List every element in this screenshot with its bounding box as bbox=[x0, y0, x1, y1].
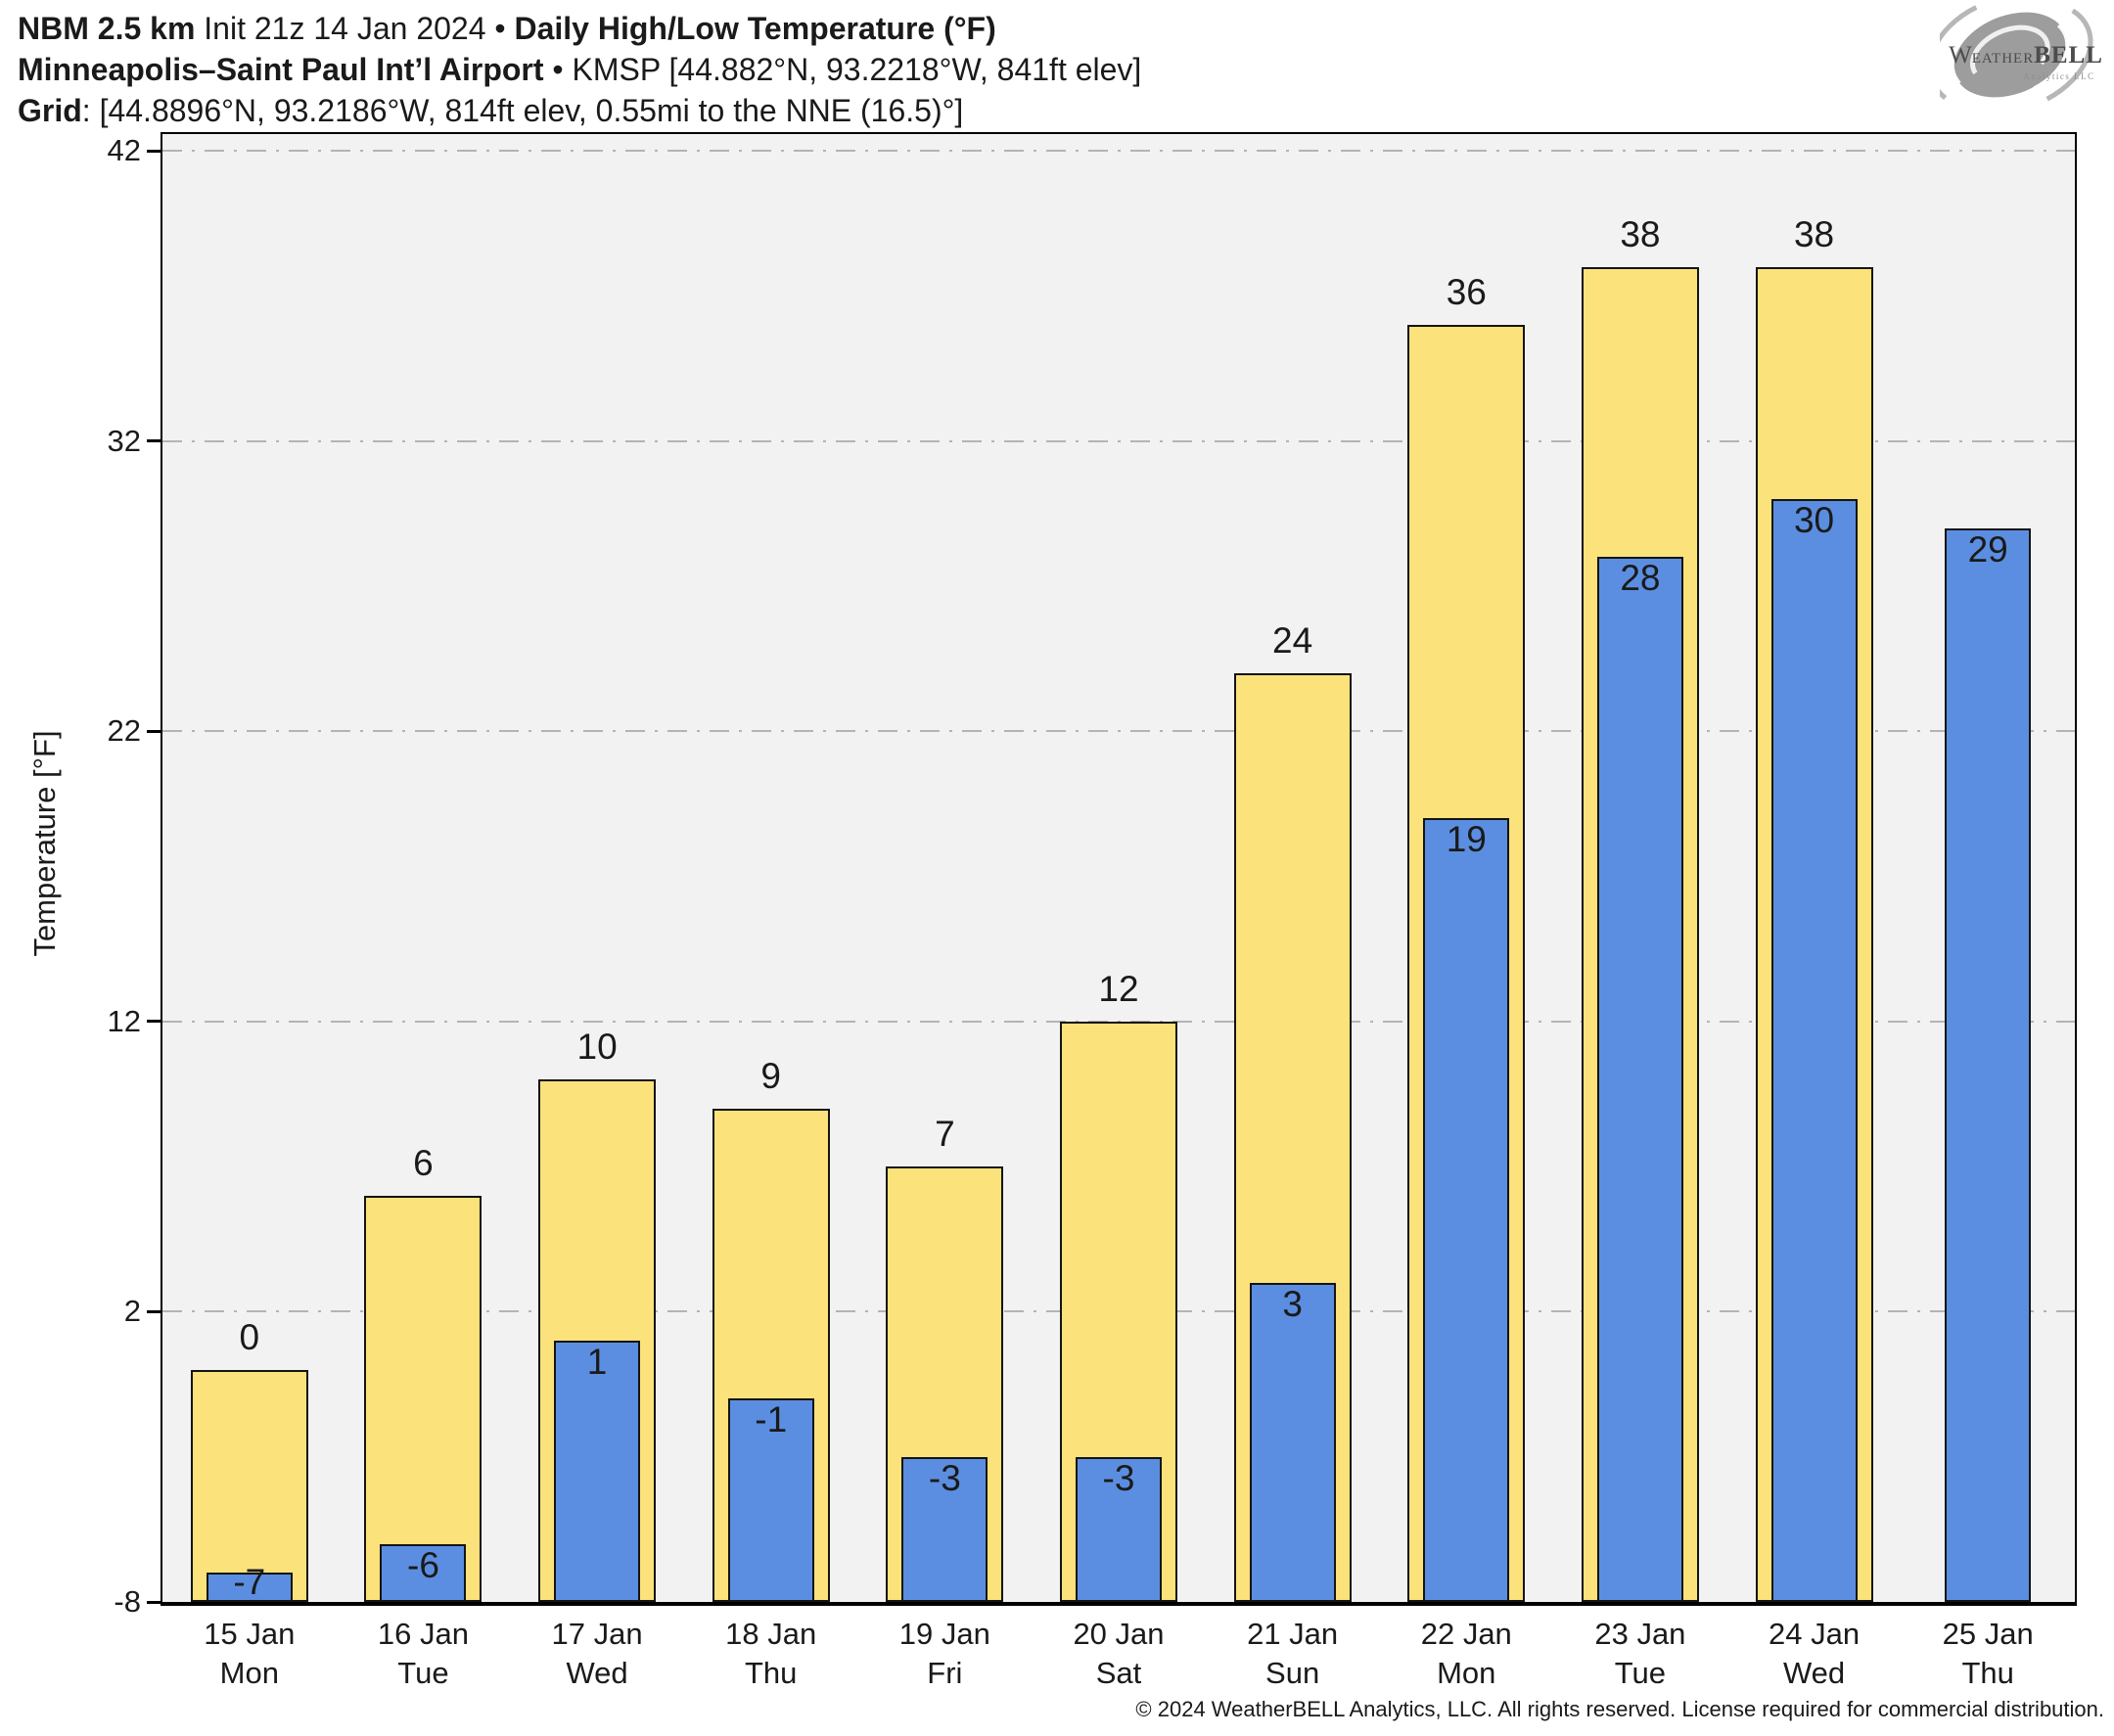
low-value-label: -7 bbox=[233, 1562, 266, 1602]
y-tick-mark bbox=[147, 439, 161, 443]
weatherbell-logo: WEATHERBELL Analytics LLC bbox=[1940, 5, 2103, 102]
x-tick-day: Sat bbox=[1095, 1656, 1142, 1690]
low-value-label: -1 bbox=[755, 1399, 788, 1440]
x-tick-date: 17 Jan bbox=[551, 1617, 643, 1651]
low-bar bbox=[206, 1573, 293, 1602]
low-value-label: -6 bbox=[407, 1544, 439, 1585]
x-tick-date: 18 Jan bbox=[725, 1617, 817, 1651]
low-bar bbox=[901, 1456, 988, 1602]
x-tick-label: 20 Jan Sat bbox=[1032, 1615, 1206, 1693]
y-tick-label: 32 bbox=[107, 423, 141, 458]
low-value-label: 29 bbox=[1967, 528, 2008, 570]
y-tick-label: 2 bbox=[123, 1294, 141, 1329]
y-tick-mark bbox=[147, 1309, 161, 1313]
low-bar bbox=[554, 1341, 641, 1602]
y-tick-label: 12 bbox=[107, 1003, 141, 1038]
y-tick-mark bbox=[147, 729, 161, 733]
low-bar bbox=[1076, 1456, 1162, 1602]
x-tick-label: 15 Jan Mon bbox=[162, 1615, 337, 1693]
y-tick-mark bbox=[147, 149, 161, 153]
copyright-notice: © 2024 WeatherBELL Analytics, LLC. All r… bbox=[1135, 1697, 2104, 1721]
x-tick-day: Mon bbox=[1437, 1656, 1496, 1690]
low-bar bbox=[1249, 1282, 1336, 1602]
x-tick-day: Sun bbox=[1265, 1656, 1320, 1690]
high-value-label: 7 bbox=[935, 1114, 955, 1155]
init-time: Init 21z 14 Jan 2024 • bbox=[195, 11, 515, 46]
low-bar bbox=[380, 1543, 467, 1602]
gridline bbox=[162, 150, 2075, 152]
gridline bbox=[162, 439, 2075, 442]
x-tick-label: 24 Jan Wed bbox=[1727, 1615, 1902, 1693]
high-bar bbox=[364, 1195, 483, 1602]
x-tick-date: 20 Jan bbox=[1073, 1617, 1165, 1651]
x-tick-day: Tue bbox=[397, 1656, 449, 1690]
chart-title: Daily High/Low Temperature (°F) bbox=[514, 11, 996, 46]
station-coords: • KMSP [44.882°N, 93.2218°W, 841ft elev] bbox=[543, 52, 1142, 87]
high-value-label: 9 bbox=[760, 1055, 781, 1096]
low-value-label: 1 bbox=[586, 1342, 608, 1383]
x-tick-label: 16 Jan Tue bbox=[337, 1615, 511, 1693]
high-value-label: 36 bbox=[1446, 271, 1487, 312]
x-tick-date: 23 Jan bbox=[1594, 1617, 1686, 1651]
model-name: NBM 2.5 km bbox=[18, 11, 196, 46]
low-bar bbox=[1945, 527, 2032, 1602]
low-value-label: 30 bbox=[1793, 499, 1835, 540]
hurricane-swirl-icon bbox=[1940, 5, 2093, 102]
low-bar bbox=[1770, 498, 1858, 1602]
low-value-label: 19 bbox=[1446, 819, 1487, 860]
low-value-label: -3 bbox=[1102, 1457, 1135, 1498]
x-tick-date: 15 Jan bbox=[204, 1617, 296, 1651]
high-bar bbox=[190, 1369, 308, 1602]
grid-label: Grid bbox=[18, 93, 82, 128]
high-value-label: 38 bbox=[1620, 213, 1661, 254]
x-tick-label: 23 Jan Tue bbox=[1553, 1615, 1727, 1693]
y-axis-title: Temperature [°F] bbox=[27, 730, 62, 957]
x-tick-label: 17 Jan Wed bbox=[510, 1615, 684, 1693]
low-bar bbox=[727, 1398, 814, 1602]
high-value-label: 38 bbox=[1793, 213, 1835, 254]
low-value-label: 3 bbox=[1282, 1283, 1303, 1324]
x-tick-day: Tue bbox=[1614, 1656, 1667, 1690]
x-tick-day: Thu bbox=[1961, 1656, 2014, 1690]
x-tick-label: 25 Jan Thu bbox=[1901, 1615, 2075, 1693]
high-value-label: 0 bbox=[239, 1316, 260, 1357]
x-tick-day: Fri bbox=[927, 1656, 963, 1690]
logo-wordmark: WEATHERBELL bbox=[1949, 42, 2103, 69]
x-tick-date: 24 Jan bbox=[1768, 1617, 1861, 1651]
x-tick-date: 19 Jan bbox=[898, 1617, 990, 1651]
x-tick-day: Mon bbox=[219, 1656, 279, 1690]
high-value-label: 10 bbox=[576, 1027, 618, 1068]
x-tick-day: Wed bbox=[566, 1656, 628, 1690]
x-tick-date: 21 Jan bbox=[1247, 1617, 1339, 1651]
y-tick-mark bbox=[147, 1600, 161, 1604]
low-bar bbox=[1423, 818, 1510, 1602]
high-value-label: 24 bbox=[1272, 619, 1313, 661]
gridline bbox=[162, 730, 2075, 733]
logo-subtext: Analytics LLC bbox=[2023, 71, 2094, 81]
x-tick-label: 18 Jan Thu bbox=[684, 1615, 858, 1693]
y-tick-label: -8 bbox=[114, 1584, 141, 1619]
header-line-2: Minneapolis–Saint Paul Int’l Airport • K… bbox=[18, 49, 1141, 90]
x-tick-label: 21 Jan Sun bbox=[1206, 1615, 1380, 1693]
x-tick-date: 25 Jan bbox=[1942, 1617, 2034, 1651]
x-tick-day: Thu bbox=[745, 1656, 798, 1690]
high-value-label: 6 bbox=[413, 1142, 434, 1183]
low-value-label: 28 bbox=[1620, 558, 1661, 599]
station-name: Minneapolis–Saint Paul Int’l Airport bbox=[18, 52, 544, 87]
x-tick-label: 19 Jan Fri bbox=[858, 1615, 1033, 1693]
x-tick-date: 22 Jan bbox=[1420, 1617, 1512, 1651]
x-tick-label: 22 Jan Mon bbox=[1379, 1615, 1553, 1693]
grid-coords: : [44.8896°N, 93.2186°W, 814ft elev, 0.5… bbox=[81, 93, 964, 128]
x-tick-day: Wed bbox=[1782, 1656, 1846, 1690]
y-tick-mark bbox=[147, 1020, 161, 1024]
header-line-3: Grid: [44.8896°N, 93.2186°W, 814ft elev,… bbox=[18, 90, 963, 131]
high-value-label: 12 bbox=[1098, 968, 1139, 1009]
y-tick-label: 42 bbox=[107, 133, 141, 167]
low-value-label: -3 bbox=[928, 1457, 961, 1498]
x-tick-date: 16 Jan bbox=[377, 1617, 469, 1651]
header-line-1: NBM 2.5 km Init 21z 14 Jan 2024 • Daily … bbox=[18, 8, 996, 49]
y-tick-label: 22 bbox=[107, 713, 141, 749]
low-bar bbox=[1596, 557, 1683, 1602]
